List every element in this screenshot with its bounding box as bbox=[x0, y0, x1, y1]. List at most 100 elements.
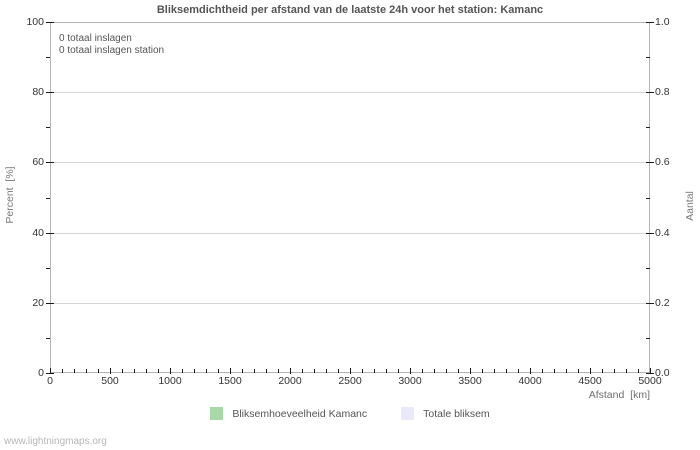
gridline bbox=[51, 232, 649, 234]
x-axis-tick-label: 0 bbox=[47, 375, 53, 387]
x-axis-minor-tick bbox=[242, 369, 243, 373]
y-axis-right-tick-label: 0.8 bbox=[655, 86, 670, 99]
y-axis-left-minor-tick bbox=[46, 57, 50, 59]
x-axis-minor-tick bbox=[194, 369, 195, 373]
x-axis-minor-tick bbox=[86, 369, 87, 373]
gridline bbox=[51, 302, 649, 304]
y-axis-right-tick-label: 0.4 bbox=[655, 226, 670, 239]
x-axis-tick bbox=[590, 368, 591, 374]
y-axis-right-tick bbox=[646, 232, 654, 234]
legend: Bliksemhoeveelheid Kamanc Totale bliksem bbox=[0, 407, 700, 420]
x-axis-minor-tick bbox=[458, 369, 459, 373]
x-axis-minor-tick bbox=[218, 369, 219, 373]
y-axis-left-tick-label: 80 bbox=[32, 86, 44, 99]
x-axis-minor-tick bbox=[482, 369, 483, 373]
legend-swatch-total-lightning bbox=[401, 407, 415, 420]
x-axis-minor-tick bbox=[314, 369, 315, 373]
x-axis-minor-tick bbox=[554, 369, 555, 373]
x-axis-tick-label: 2500 bbox=[338, 375, 362, 387]
x-axis-tick-label: 4500 bbox=[578, 375, 602, 387]
x-axis-minor-tick bbox=[638, 369, 639, 373]
annotation-total-strikes-station: 0 totaal inslagen station bbox=[59, 45, 165, 56]
y-axis-left-minor-tick bbox=[46, 127, 50, 129]
x-axis-tick-label: 4000 bbox=[518, 375, 542, 387]
y-axis-right-tick-label: 0.2 bbox=[655, 296, 670, 309]
x-axis-tick bbox=[230, 368, 231, 374]
x-axis-minor-tick bbox=[278, 369, 279, 373]
legend-label-station-density: Bliksemhoeveelheid Kamanc bbox=[232, 407, 368, 420]
y-axis-right-label: Aantal bbox=[684, 191, 696, 221]
y-axis-right-tick bbox=[646, 22, 654, 23]
legend-swatch-station-density bbox=[210, 407, 224, 420]
x-axis-minor-tick bbox=[206, 369, 207, 373]
x-axis-tick-label: 3000 bbox=[398, 375, 422, 387]
legend-item-station-density: Bliksemhoeveelheid Kamanc bbox=[210, 407, 367, 420]
x-axis-tick-label: 3500 bbox=[458, 375, 482, 387]
x-axis-minor-tick bbox=[398, 369, 399, 373]
x-axis-minor-tick bbox=[362, 369, 363, 373]
x-axis-minor-tick bbox=[494, 369, 495, 373]
x-axis-minor-tick bbox=[446, 369, 447, 373]
x-axis-minor-tick bbox=[302, 369, 303, 373]
x-axis-minor-tick bbox=[626, 369, 627, 373]
x-axis-tick bbox=[470, 368, 471, 374]
watermark: www.lightningmaps.org bbox=[4, 436, 107, 447]
y-axis-left-tick bbox=[46, 92, 54, 94]
y-axis-left-tick-label: 100 bbox=[26, 16, 44, 28]
x-axis-minor-tick bbox=[566, 369, 567, 373]
y-axis-right-tick bbox=[646, 302, 654, 304]
x-axis-tick-label: 500 bbox=[101, 375, 119, 387]
x-axis-minor-tick bbox=[98, 369, 99, 373]
x-axis-tick bbox=[650, 368, 651, 374]
y-axis-left-minor-tick bbox=[46, 267, 50, 269]
x-axis-minor-tick bbox=[506, 369, 507, 373]
x-axis-minor-tick bbox=[422, 369, 423, 373]
x-axis-tick bbox=[170, 368, 171, 374]
x-axis-tick bbox=[50, 368, 51, 374]
y-axis-right-tick-label: 0.6 bbox=[655, 156, 670, 169]
y-axis-left-minor-tick bbox=[46, 337, 50, 339]
x-axis-minor-tick bbox=[74, 369, 75, 373]
x-axis-tick-label: 5000 bbox=[638, 375, 662, 387]
x-axis-minor-tick bbox=[122, 369, 123, 373]
x-axis-tick-label: 2000 bbox=[278, 375, 302, 387]
y-axis-left-label: Percent [%] bbox=[4, 166, 16, 224]
x-axis-tick bbox=[410, 368, 411, 374]
y-axis-left-minor-tick bbox=[46, 197, 50, 199]
y-axis-left-tick bbox=[46, 162, 54, 164]
x-axis-minor-tick bbox=[266, 369, 267, 373]
plot-area bbox=[50, 22, 650, 373]
y-axis-left-tick-label: 60 bbox=[32, 156, 44, 169]
x-axis-tick bbox=[110, 368, 111, 374]
x-axis-minor-tick bbox=[62, 369, 63, 373]
x-axis-minor-tick bbox=[374, 369, 375, 373]
x-axis-minor-tick bbox=[338, 369, 339, 373]
x-axis-minor-tick bbox=[182, 369, 183, 373]
x-axis-minor-tick bbox=[518, 369, 519, 373]
x-axis-minor-tick bbox=[158, 369, 159, 373]
y-axis-right-tick bbox=[646, 92, 654, 94]
x-axis-minor-tick bbox=[434, 369, 435, 373]
y-axis-left-tick bbox=[46, 232, 54, 234]
legend-item-total-lightning: Totale bliksem bbox=[401, 407, 490, 420]
x-axis-minor-tick bbox=[134, 369, 135, 373]
y-axis-left-tick bbox=[46, 22, 54, 23]
x-axis-tick bbox=[530, 368, 531, 374]
annotation-total-strikes: 0 totaal inslagen bbox=[59, 33, 132, 44]
gridline bbox=[51, 162, 649, 164]
x-axis-minor-tick bbox=[614, 369, 615, 373]
y-axis-right-tick bbox=[646, 162, 654, 164]
y-axis-left-tick-label: 40 bbox=[32, 226, 44, 239]
x-axis-tick-label: 1000 bbox=[158, 375, 182, 387]
x-axis-label: Afstand [km] bbox=[588, 389, 650, 401]
x-axis-minor-tick bbox=[386, 369, 387, 373]
y-axis-right-tick-label: 1.0 bbox=[655, 16, 670, 28]
x-axis-tick bbox=[290, 368, 291, 374]
x-axis-minor-tick bbox=[146, 369, 147, 373]
chart-title: Bliksemdichtheid per afstand van de laat… bbox=[156, 4, 544, 16]
y-axis-right-tick-label: 0.0 bbox=[655, 367, 670, 379]
y-axis-left-tick-label: 0 bbox=[38, 367, 44, 379]
x-axis-minor-tick bbox=[542, 369, 543, 373]
gridline bbox=[51, 92, 649, 94]
